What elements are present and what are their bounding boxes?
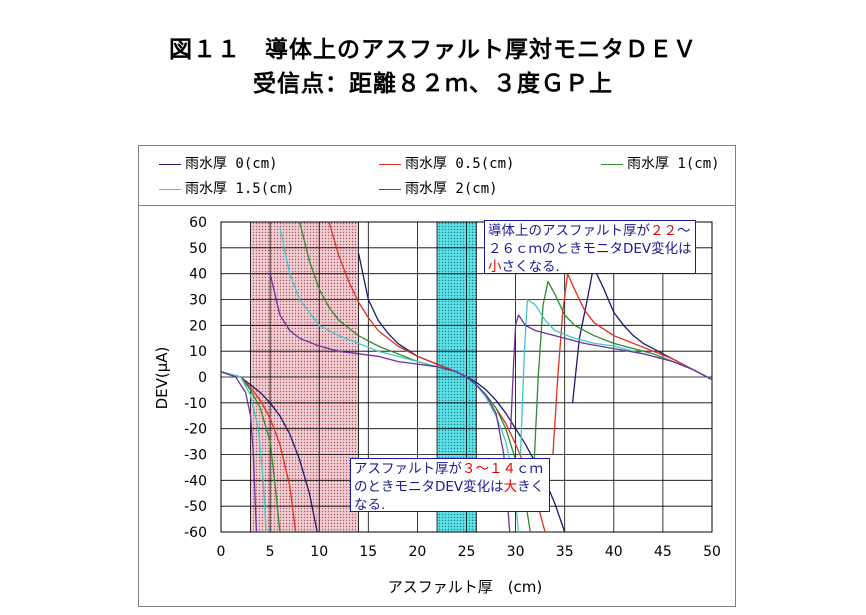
y-tick-label: 40 bbox=[189, 267, 207, 283]
x-axis-label: アスファルト厚 (cm) bbox=[388, 578, 543, 596]
legend-item-series-4: 雨水厚 2(cm) bbox=[379, 178, 498, 198]
series-4-line-segment bbox=[510, 314, 713, 429]
y-tick-label: -60 bbox=[184, 525, 207, 541]
x-tick-label: 25 bbox=[458, 544, 476, 560]
annotation-bottom-mid: ｃｍのときモニタDEV変化は bbox=[354, 461, 543, 495]
series-4-line-segment bbox=[269, 273, 511, 533]
chart-title-line1: 図１１ 導体上のアスファルト厚対モニタＤＥＶ bbox=[169, 37, 697, 63]
annotation-top-highlight-1: ２２ bbox=[650, 223, 677, 239]
legend-label-4: 雨水厚 2(cm) bbox=[405, 181, 498, 197]
y-tick-label: -30 bbox=[184, 448, 207, 464]
annotation-bottom-pre: アスファルト厚が bbox=[354, 461, 462, 477]
x-tick-label: 50 bbox=[703, 544, 721, 560]
y-tick-label: 0 bbox=[198, 370, 207, 386]
y-tick-label: 60 bbox=[189, 215, 207, 231]
y-tick-label: -10 bbox=[184, 396, 207, 412]
legend-swatch-2 bbox=[601, 163, 623, 165]
annotation-top-highlight-2: 小 bbox=[488, 259, 502, 275]
annotation-bottom-post: きくなる. bbox=[354, 479, 545, 513]
series-3-line-segment bbox=[220, 371, 267, 533]
chart-title-line2: 受信点：距離８２ｍ、３度ＧＰ上 bbox=[253, 71, 613, 97]
y-axis-label: DEV(μA) bbox=[153, 347, 171, 410]
y-tick-label: 20 bbox=[189, 318, 207, 334]
series-4-line-segment bbox=[220, 371, 258, 533]
x-tick-label: 30 bbox=[507, 544, 525, 560]
series-1-line-segment bbox=[552, 273, 713, 455]
x-tick-label: 10 bbox=[310, 544, 328, 560]
legend: 雨水厚 0(cm) 雨水厚 0.5(cm) 雨水厚 1(cm) 雨水厚 1.5(… bbox=[138, 145, 736, 206]
x-tick-label: 35 bbox=[556, 544, 574, 560]
y-tick-label: 50 bbox=[189, 241, 207, 257]
legend-swatch-0 bbox=[159, 163, 181, 165]
y-tick-label: -50 bbox=[184, 499, 207, 515]
annotation-top: 導体上のアスファルト厚が２２～２６ｃｍのときモニタDEV変化は小さくなる. bbox=[484, 220, 696, 275]
legend-swatch-4 bbox=[379, 188, 401, 190]
legend-item-series-2: 雨水厚 1(cm) bbox=[601, 153, 720, 173]
legend-label-3: 雨水厚 1.5(cm) bbox=[185, 181, 295, 197]
x-tick-label: 45 bbox=[654, 544, 672, 560]
y-tick-label: 10 bbox=[189, 344, 207, 360]
legend-label-1: 雨水厚 0.5(cm) bbox=[405, 156, 515, 172]
series-0-line-segment bbox=[220, 371, 318, 533]
annotation-top-pre: 導体上のアスファルト厚が bbox=[488, 223, 650, 239]
legend-item-series-3: 雨水厚 1.5(cm) bbox=[159, 178, 294, 198]
x-tick-label: 40 bbox=[605, 544, 623, 560]
legend-swatch-1 bbox=[379, 163, 401, 165]
x-tick-label: 0 bbox=[217, 544, 226, 560]
x-tick-label: 15 bbox=[359, 544, 377, 560]
x-tick-label: 5 bbox=[266, 544, 275, 560]
y-tick-label: -20 bbox=[184, 422, 207, 438]
legend-label-0: 雨水厚 0(cm) bbox=[185, 156, 278, 172]
annotation-top-post: さくなる. bbox=[501, 259, 560, 275]
legend-item-series-0: 雨水厚 0(cm) bbox=[159, 153, 278, 173]
x-tick-label: 20 bbox=[408, 544, 426, 560]
legend-label-2: 雨水厚 1(cm) bbox=[627, 156, 720, 172]
series-2-line-segment bbox=[532, 280, 713, 481]
annotation-bottom-highlight-2: 大 bbox=[503, 479, 518, 495]
legend-swatch-3 bbox=[159, 188, 181, 190]
annotation-top-mid: ～２６ｃｍのときモニタDEV変化は bbox=[488, 223, 692, 257]
annotation-bottom: アスファルト厚が３～１４ｃｍのときモニタDEV変化は大きくなる. bbox=[350, 458, 550, 513]
y-tick-label: -40 bbox=[184, 473, 207, 489]
legend-item-series-1: 雨水厚 0.5(cm) bbox=[379, 153, 514, 173]
annotation-bottom-highlight-1: ３～１４ bbox=[462, 461, 516, 477]
y-tick-label: 30 bbox=[189, 293, 207, 309]
